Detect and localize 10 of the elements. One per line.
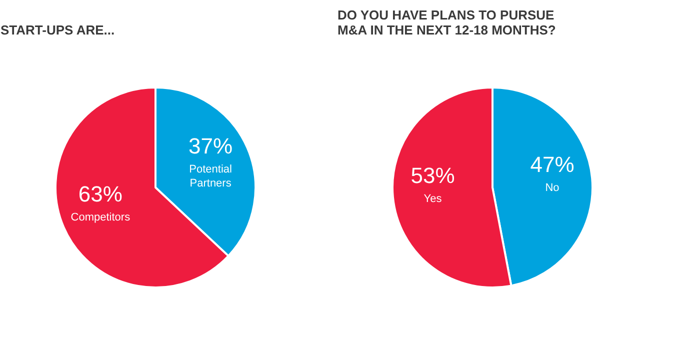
data-label: 37% [188,134,233,159]
slice-label: Competitors [70,211,131,224]
slice-label: Yes [424,193,442,206]
slice-label: No [545,182,560,194]
data-label: 53% [410,163,455,188]
data-label: 47% [530,152,574,177]
chart-title: DO YOU HAVE PLANS TO PURSUE M&A IN THE NEXT 12-18 MONTHS? [338,8,556,38]
slice-label: Potential Partners [189,164,232,190]
chart-title: START-UPS ARE... [0,22,115,38]
data-label: 63% [78,181,122,206]
